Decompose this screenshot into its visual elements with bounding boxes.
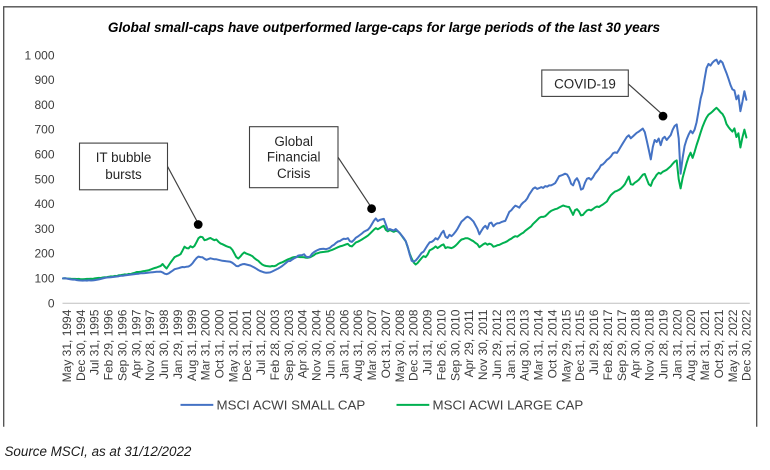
svg-text:200: 200 bbox=[34, 247, 54, 261]
svg-text:bursts: bursts bbox=[105, 167, 142, 182]
svg-text:May 31, 2001: May 31, 2001 bbox=[226, 309, 240, 382]
svg-text:900: 900 bbox=[34, 73, 54, 87]
svg-text:Apr 30, 1997: Apr 30, 1997 bbox=[129, 309, 143, 378]
svg-text:MSCI ACWI LARGE CAP: MSCI ACWI LARGE CAP bbox=[433, 398, 584, 413]
svg-text:Aug 31, 1999: Aug 31, 1999 bbox=[185, 309, 199, 381]
svg-text:800: 800 bbox=[34, 98, 54, 112]
svg-text:Jul 31, 1995: Jul 31, 1995 bbox=[88, 309, 102, 375]
svg-text:Nov 28, 1997: Nov 28, 1997 bbox=[143, 309, 157, 381]
svg-text:Jan 31, 2020: Jan 31, 2020 bbox=[670, 309, 684, 379]
svg-text:Feb 28, 2003: Feb 28, 2003 bbox=[268, 309, 282, 380]
svg-text:Dec 31, 2015: Dec 31, 2015 bbox=[573, 309, 587, 381]
svg-text:IT bubble: IT bubble bbox=[96, 150, 152, 165]
svg-text:May 31, 2022: May 31, 2022 bbox=[726, 309, 740, 382]
svg-text:Mar 30, 2007: Mar 30, 2007 bbox=[365, 309, 379, 380]
svg-text:Aug 31, 2006: Aug 31, 2006 bbox=[351, 309, 365, 381]
svg-text:Feb 29, 1996: Feb 29, 1996 bbox=[102, 309, 116, 380]
svg-text:Jul 31, 2002: Jul 31, 2002 bbox=[254, 309, 268, 375]
svg-text:Dec 31, 2008: Dec 31, 2008 bbox=[407, 309, 421, 381]
svg-text:May 31, 1994: May 31, 1994 bbox=[60, 309, 74, 382]
svg-text:Mar 31, 2014: Mar 31, 2014 bbox=[532, 309, 546, 380]
svg-text:300: 300 bbox=[34, 222, 54, 236]
svg-text:COVID-19: COVID-19 bbox=[554, 76, 616, 91]
svg-text:Apr 30, 2018: Apr 30, 2018 bbox=[629, 309, 643, 378]
svg-text:Jun 30, 1998: Jun 30, 1998 bbox=[157, 309, 171, 379]
svg-text:Mar 31, 2021: Mar 31, 2021 bbox=[698, 309, 712, 380]
svg-text:100: 100 bbox=[34, 272, 54, 286]
svg-text:Sep 30, 1996: Sep 30, 1996 bbox=[115, 309, 129, 381]
svg-text:Jan 31, 2006: Jan 31, 2006 bbox=[337, 309, 351, 379]
svg-text:Nov 30, 2011: Nov 30, 2011 bbox=[476, 309, 490, 380]
svg-text:Aug 31, 2020: Aug 31, 2020 bbox=[684, 309, 698, 381]
svg-text:Sep 29, 2017: Sep 29, 2017 bbox=[615, 309, 629, 381]
svg-text:May 29, 2015: May 29, 2015 bbox=[559, 309, 573, 382]
svg-text:Jun 30, 2005: Jun 30, 2005 bbox=[324, 309, 338, 379]
svg-text:Jan 31, 2013: Jan 31, 2013 bbox=[504, 309, 518, 379]
svg-text:Mar 31, 2000: Mar 31, 2000 bbox=[199, 309, 213, 380]
svg-text:Jun 28, 2019: Jun 28, 2019 bbox=[656, 309, 670, 379]
svg-text:Global small-caps have outperf: Global small-caps have outperformed larg… bbox=[108, 20, 661, 35]
svg-text:600: 600 bbox=[34, 148, 54, 162]
svg-text:Dec 30, 1994: Dec 30, 1994 bbox=[74, 309, 88, 381]
svg-text:Sep 30, 2010: Sep 30, 2010 bbox=[448, 309, 462, 381]
svg-text:Nov 30, 2004: Nov 30, 2004 bbox=[310, 309, 324, 381]
svg-text:Aug 30, 2013: Aug 30, 2013 bbox=[518, 309, 532, 381]
svg-text:500: 500 bbox=[34, 172, 54, 186]
svg-text:0: 0 bbox=[48, 296, 55, 310]
svg-text:MSCI ACWI SMALL CAP: MSCI ACWI SMALL CAP bbox=[217, 398, 366, 413]
svg-text:Oct 31, 2000: Oct 31, 2000 bbox=[213, 309, 227, 378]
svg-text:1 000: 1 000 bbox=[24, 48, 54, 62]
svg-text:Financial: Financial bbox=[267, 150, 321, 165]
svg-text:May 30, 2008: May 30, 2008 bbox=[393, 309, 407, 382]
svg-text:700: 700 bbox=[34, 123, 54, 137]
svg-text:400: 400 bbox=[34, 197, 54, 211]
svg-text:Oct 31, 2014: Oct 31, 2014 bbox=[546, 309, 560, 378]
svg-text:Nov 30, 2018: Nov 30, 2018 bbox=[643, 309, 657, 381]
svg-text:Feb 28, 2017: Feb 28, 2017 bbox=[601, 309, 615, 380]
svg-text:Feb 26, 2010: Feb 26, 2010 bbox=[435, 309, 449, 380]
svg-text:Jun 29, 2012: Jun 29, 2012 bbox=[490, 309, 504, 379]
svg-text:Sep 30, 2003: Sep 30, 2003 bbox=[282, 309, 296, 381]
svg-text:Dec 30, 2022: Dec 30, 2022 bbox=[740, 309, 754, 381]
svg-text:Apr 29, 2011: Apr 29, 2011 bbox=[462, 309, 476, 377]
svg-text:Dec 31, 2001: Dec 31, 2001 bbox=[240, 309, 254, 381]
svg-text:Jul 29, 2016: Jul 29, 2016 bbox=[587, 309, 601, 375]
svg-text:Crisis: Crisis bbox=[277, 166, 311, 181]
svg-text:Jan 29, 1999: Jan 29, 1999 bbox=[171, 309, 185, 379]
svg-text:Oct 29, 2021: Oct 29, 2021 bbox=[712, 309, 726, 378]
svg-text:Global: Global bbox=[274, 134, 313, 149]
svg-text:Oct 31, 2007: Oct 31, 2007 bbox=[379, 309, 393, 378]
svg-text:Jul 31, 2009: Jul 31, 2009 bbox=[421, 309, 435, 375]
svg-text:Apr 30, 2004: Apr 30, 2004 bbox=[296, 309, 310, 378]
svg-text:Source MSCI, as at 31/12/2022: Source MSCI, as at 31/12/2022 bbox=[5, 444, 192, 459]
